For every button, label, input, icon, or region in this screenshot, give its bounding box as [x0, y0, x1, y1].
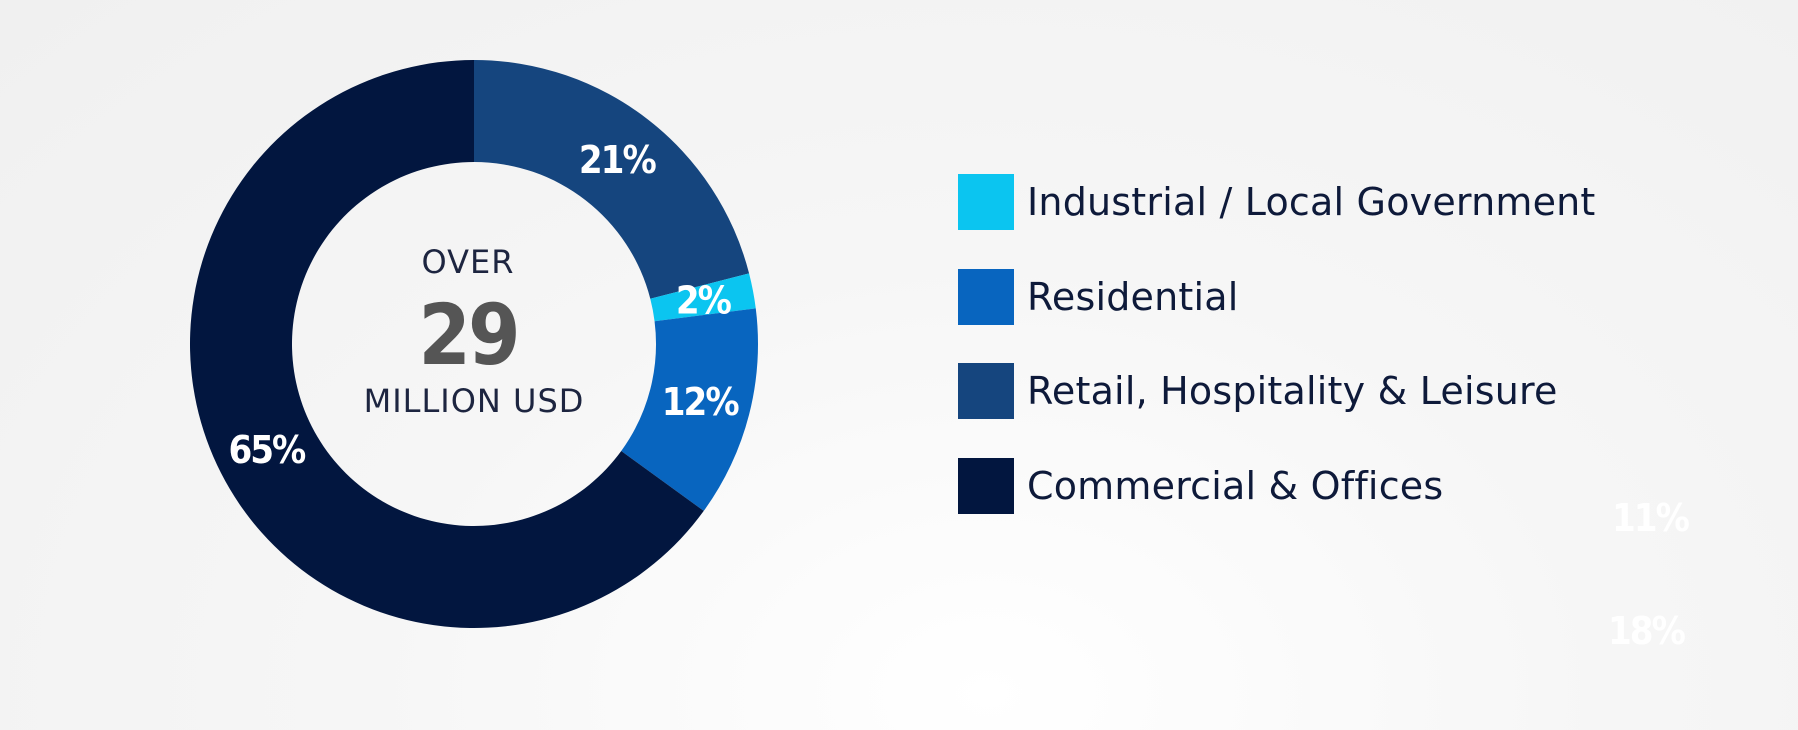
legend-item-commercial: Commercial & Offices [958, 457, 1596, 514]
stray-label-18: 18% [1608, 609, 1686, 653]
donut-slice-industrial-local-government [650, 273, 756, 322]
stray-label-11: 11% [1612, 496, 1690, 540]
slice-label: 12% [662, 380, 740, 424]
donut-slice-residential [621, 308, 758, 511]
slice-label: 2% [676, 278, 732, 322]
donut-slices [189, 60, 758, 628]
legend-label: Retail, Hospitality & Leisure [1027, 369, 1558, 413]
legend-swatch [958, 457, 1014, 514]
legend-swatch [958, 174, 1014, 230]
donut-slice-commercial-offices [189, 60, 704, 628]
center-over-text: OVER [422, 243, 515, 281]
center-total-value: 29 [418, 286, 517, 384]
slice-label: 65% [228, 428, 306, 472]
slice-labels: 21% 2% 12% 65% [228, 138, 741, 472]
chart-legend: Industrial / Local Government Residentia… [958, 174, 1596, 552]
legend-label: Industrial / Local Government [1027, 180, 1596, 224]
donut-center: OVER 29 MILLION USD [364, 243, 585, 420]
legend-item-residential: Residential [958, 268, 1596, 325]
slice-label: 21% [579, 138, 657, 182]
legend-swatch [958, 363, 1014, 419]
legend-item-retail: Retail, Hospitality & Leisure [958, 363, 1596, 419]
donut-slice-retail-hospitality-leisure [474, 60, 750, 299]
legend-item-industrial: Industrial / Local Government [958, 174, 1596, 230]
legend-label: Commercial & Offices [1027, 463, 1444, 508]
center-unit-text: MILLION USD [364, 382, 585, 420]
legend-swatch [958, 268, 1014, 325]
legend-label: Residential [1027, 274, 1239, 319]
